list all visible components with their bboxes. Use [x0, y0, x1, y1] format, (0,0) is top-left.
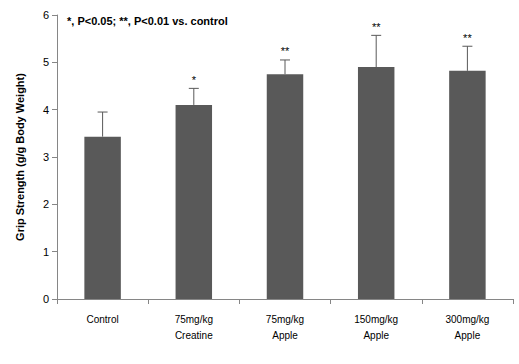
- svg-text:*: *: [192, 74, 197, 86]
- svg-text:Creatine: Creatine: [175, 330, 213, 341]
- svg-text:300mg/kg: 300mg/kg: [445, 314, 489, 325]
- svg-text:Apple: Apple: [272, 330, 298, 341]
- svg-text:75mg/kg: 75mg/kg: [266, 314, 304, 325]
- svg-text:**: **: [463, 32, 472, 44]
- svg-text:4: 4: [43, 104, 49, 116]
- svg-text:Apple: Apple: [363, 330, 389, 341]
- svg-text:**: **: [372, 21, 381, 33]
- svg-text:0: 0: [43, 293, 49, 305]
- svg-text:**: **: [281, 45, 290, 57]
- svg-text:5: 5: [43, 56, 49, 68]
- svg-text:1: 1: [43, 246, 49, 258]
- svg-text:Apple: Apple: [455, 330, 481, 341]
- svg-text:150mg/kg: 150mg/kg: [354, 314, 398, 325]
- svg-text:2: 2: [43, 198, 49, 210]
- svg-text:6: 6: [43, 9, 49, 21]
- svg-text:Control: Control: [86, 314, 118, 325]
- svg-text:3: 3: [43, 151, 49, 163]
- svg-text:*, P<0.05; **, P<0.01 vs. cont: *, P<0.05; **, P<0.01 vs. control: [67, 15, 228, 27]
- svg-text:75mg/kg: 75mg/kg: [175, 314, 213, 325]
- svg-text:Grip Strength (g/g Body Weight: Grip Strength (g/g Body Weight): [14, 73, 26, 241]
